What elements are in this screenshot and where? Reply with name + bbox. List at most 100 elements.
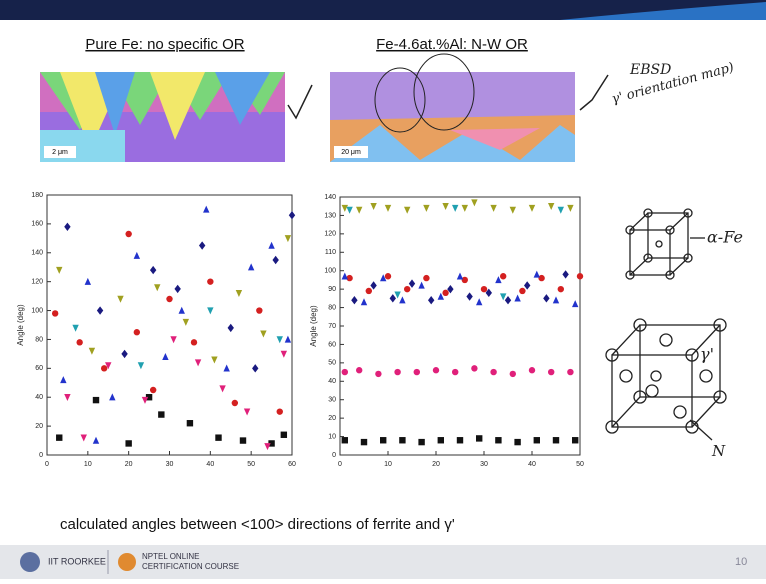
point	[191, 339, 197, 345]
point	[356, 207, 362, 214]
point	[567, 205, 573, 212]
point	[117, 296, 123, 303]
x-tick-label: 50	[247, 461, 255, 468]
x-tick-label: 10	[384, 461, 392, 468]
scale-label: 20 μm	[341, 149, 361, 156]
point	[183, 319, 189, 326]
point	[466, 292, 472, 300]
point	[109, 393, 115, 400]
y-tick-label: 0	[39, 452, 43, 459]
point	[548, 369, 554, 375]
point	[154, 284, 160, 291]
footer-bar	[0, 545, 766, 579]
y-tick-label: 140	[324, 194, 336, 201]
point	[423, 275, 429, 281]
point	[346, 207, 352, 214]
point	[370, 281, 376, 289]
x-tick-label: 20	[125, 461, 133, 468]
point	[442, 290, 448, 296]
footer-text: IIT ROORKEE	[48, 556, 106, 566]
y-tick-label: 40	[35, 394, 43, 401]
y-tick-label: 160	[31, 221, 43, 228]
point	[125, 440, 131, 446]
y-tick-label: 180	[31, 192, 43, 199]
point	[375, 371, 381, 377]
ebsd-map: 2 μm	[40, 72, 285, 162]
footer-text: NPTEL ONLINE	[142, 552, 200, 561]
point	[380, 437, 386, 443]
point	[548, 203, 554, 210]
point	[481, 286, 487, 292]
point	[64, 223, 70, 231]
point	[394, 369, 400, 375]
point	[60, 376, 66, 383]
point	[162, 353, 168, 360]
y-tick-label: 70	[328, 323, 336, 330]
point	[134, 329, 140, 335]
point	[248, 263, 254, 270]
point	[366, 288, 372, 294]
point	[404, 207, 410, 214]
point	[56, 434, 62, 440]
point	[519, 288, 525, 294]
handwritten-note: γ' orientation map)	[610, 60, 735, 107]
point	[457, 272, 463, 279]
check-mark	[580, 75, 608, 110]
point	[277, 408, 283, 414]
y-tick-label: 130	[324, 212, 336, 219]
point	[342, 205, 348, 212]
x-tick-label: 30	[166, 461, 174, 468]
y-tick-label: 20	[35, 423, 43, 430]
point	[281, 432, 287, 438]
point	[490, 205, 496, 212]
point	[428, 296, 434, 304]
point	[418, 439, 424, 445]
point	[534, 271, 540, 278]
point	[471, 199, 477, 206]
point	[93, 437, 99, 444]
y-tick-label: 60	[328, 341, 336, 348]
y-tick-label: 80	[328, 304, 336, 311]
y-tick-label: 20	[328, 415, 336, 422]
y-tick-label: 50	[328, 360, 336, 367]
footer-text: CERTIFICATION COURSE	[142, 562, 239, 571]
y-tick-label: 120	[324, 231, 336, 238]
point	[356, 367, 362, 373]
y-tick-label: 60	[35, 365, 43, 372]
y-tick-label: 110	[325, 249, 336, 256]
fcc-sketch	[606, 319, 726, 440]
point	[558, 286, 564, 292]
point	[567, 369, 573, 375]
page: Pure Fe: no specific OR Fe-4.6at.%Al: N-…	[0, 0, 766, 579]
point	[534, 437, 540, 443]
point	[394, 291, 400, 298]
point	[285, 235, 291, 242]
point	[211, 356, 217, 363]
y-tick-label: 100	[31, 307, 43, 314]
point	[577, 273, 583, 279]
point	[361, 439, 367, 445]
y-tick-label: 90	[328, 286, 336, 293]
point	[572, 300, 578, 307]
point	[281, 351, 287, 358]
point	[423, 205, 429, 212]
point	[203, 206, 209, 213]
point	[538, 275, 544, 281]
panel-title: Fe-4.6at.%Al: N-W OR	[376, 36, 528, 53]
x-tick-label: 60	[288, 461, 296, 468]
point	[56, 267, 62, 274]
point	[219, 385, 225, 392]
point	[390, 294, 396, 302]
point	[97, 306, 103, 314]
point	[351, 296, 357, 304]
point	[81, 434, 87, 441]
point	[125, 231, 131, 237]
point	[572, 437, 578, 443]
point	[150, 387, 156, 393]
point	[228, 324, 234, 332]
point	[462, 277, 468, 283]
logo	[20, 552, 40, 572]
point	[256, 307, 262, 313]
panel-title: Pure Fe: no specific OR	[85, 36, 244, 53]
point	[457, 437, 463, 443]
